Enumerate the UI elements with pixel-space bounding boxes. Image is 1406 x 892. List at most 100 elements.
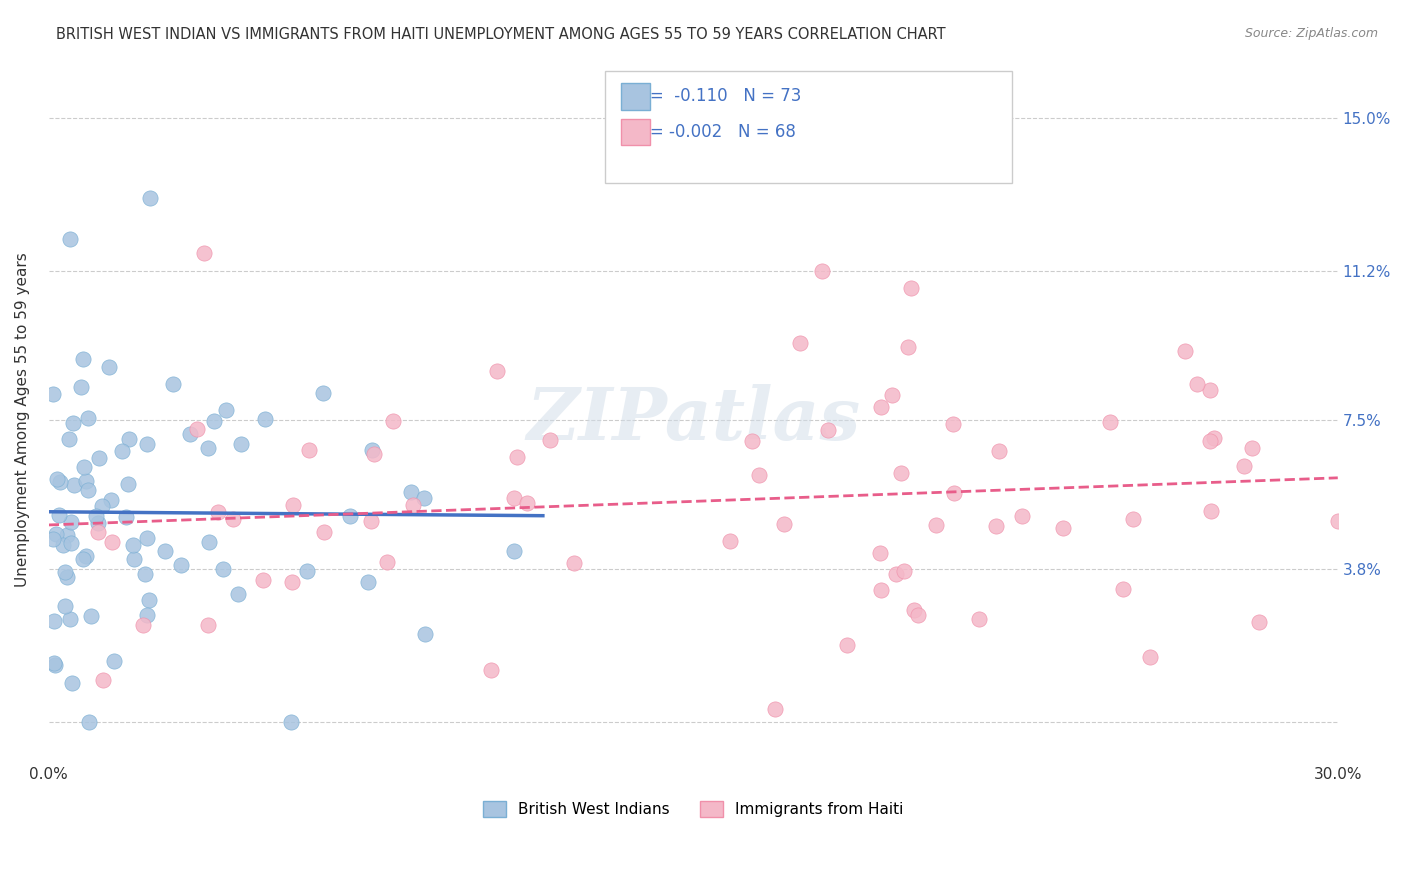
Point [59,515,82,529]
Point [890,467,912,481]
Point [58,432,80,446]
Point [893,564,915,578]
Point [179,426,201,441]
Point [516,496,538,510]
Point [121,538,143,552]
Point [942,486,965,500]
Point [76,410,98,425]
Point [280,715,302,730]
Point [62,417,84,431]
Point [131,618,153,632]
Point [900,281,922,295]
Point [748,467,770,482]
Point [375,555,398,569]
Point [75,549,97,563]
Point [59,612,82,626]
Point [70,380,93,394]
Point [363,447,385,461]
Point [202,414,225,428]
Point [967,612,990,626]
Point [56,569,79,583]
Point [222,512,245,526]
Point [718,534,741,549]
Point [339,508,361,523]
Point [1112,582,1135,597]
Point [115,509,138,524]
Point [42,657,65,671]
Point [361,442,384,457]
Point [986,519,1008,533]
Point [59,536,82,550]
Point [134,567,156,582]
Point [211,562,233,576]
Point [49,475,72,489]
Point [880,388,903,402]
Point [101,535,124,549]
Point [988,444,1011,458]
Point [53,599,76,614]
Point [907,608,929,623]
Point [63,477,86,491]
Point [1011,508,1033,523]
Point [59,232,82,246]
Point [155,544,177,558]
Point [503,544,526,558]
Point [77,715,100,730]
Point [60,676,83,690]
Point [118,432,141,446]
Point [98,359,121,374]
Point [741,434,763,448]
Point [413,491,436,505]
Point [1201,504,1223,518]
Point [252,573,274,587]
Point [139,191,162,205]
Point [48,508,70,522]
Point [44,657,66,672]
Point [357,574,380,589]
Point [90,500,112,514]
Legend: British West Indians, Immigrants from Haiti: British West Indians, Immigrants from Ha… [477,795,910,823]
Point [80,608,103,623]
Point [42,614,65,628]
Point [897,340,920,354]
Point [402,499,425,513]
Point [53,565,76,579]
Point [122,552,145,566]
Point [481,663,503,677]
Point [1052,521,1074,535]
Point [111,443,134,458]
Point [186,422,208,436]
Point [89,450,111,465]
Point [765,702,787,716]
Point [52,538,75,552]
Point [170,558,193,572]
Point [75,475,97,489]
Point [298,443,321,458]
Point [314,524,336,539]
Point [197,441,219,455]
Point [215,403,238,417]
Point [503,491,526,505]
Point [870,400,893,414]
Point [136,532,159,546]
Point [1122,512,1144,526]
Text: R = -0.002   N = 68: R = -0.002 N = 68 [633,123,796,141]
Point [138,593,160,607]
Point [505,450,527,464]
Point [91,673,114,687]
Point [76,483,98,497]
Point [869,582,891,597]
Point [72,352,94,367]
Y-axis label: Unemployment Among Ages 55 to 59 years: Unemployment Among Ages 55 to 59 years [15,252,30,587]
Point [562,556,585,570]
Point [382,414,405,428]
Point [1198,434,1220,449]
Point [207,505,229,519]
Point [811,264,834,278]
Point [103,654,125,668]
Point [73,460,96,475]
Point [135,608,157,623]
Point [1185,377,1208,392]
Point [281,575,304,590]
Point [1174,344,1197,359]
